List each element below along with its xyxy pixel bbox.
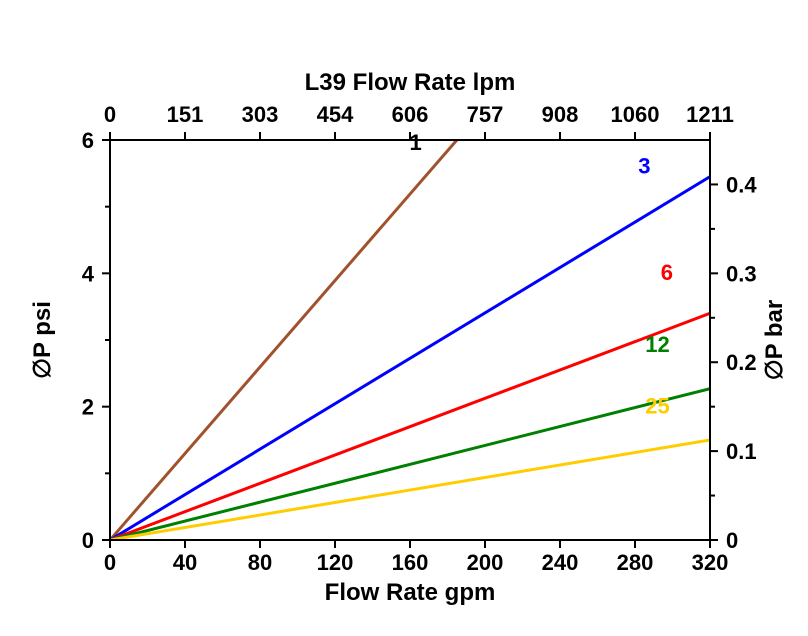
y-right-tick-label: 0.4 [726, 172, 757, 197]
x-top-tick-label: 0 [104, 102, 116, 127]
x-bottom-tick-label: 320 [692, 550, 729, 575]
series-label-1: 1 [410, 130, 422, 155]
series-label-25: 25 [645, 393, 669, 418]
x-top-tick-label: 1211 [686, 102, 734, 127]
x-top-tick-label: 757 [467, 102, 504, 127]
x-top-tick-label: 908 [542, 102, 579, 127]
x-top-tick-label: 606 [392, 102, 429, 127]
chart-container: 04080120160200240280320Flow Rate gpm0151… [0, 0, 808, 636]
x-bottom-tick-label: 80 [248, 550, 272, 575]
y-left-tick-label: 2 [82, 395, 94, 420]
x-bottom-tick-label: 200 [467, 550, 504, 575]
y-right-tick-label: 0.1 [726, 439, 757, 464]
x-bottom-tick-label: 240 [542, 550, 579, 575]
x-top-tick-label: 454 [317, 102, 354, 127]
y-left-tick-label: 6 [82, 128, 94, 153]
x-bottom-tick-label: 160 [392, 550, 429, 575]
x-bottom-tick-label: 0 [104, 550, 116, 575]
y-left-tick-label: 4 [82, 261, 95, 286]
y-right-tick-label: 0.2 [726, 350, 757, 375]
x-bottom-axis-label: Flow Rate gpm [325, 579, 496, 606]
y-right-tick-label: 0.3 [726, 261, 757, 286]
x-bottom-tick-label: 280 [617, 550, 654, 575]
y-left-axis-label: ∅P psi [29, 301, 56, 379]
x-bottom-tick-label: 120 [317, 550, 354, 575]
chart-top-title: L39 Flow Rate lpm [305, 69, 516, 96]
y-left-tick-label: 0 [82, 528, 94, 553]
y-right-axis-label: ∅P bar [761, 300, 788, 381]
y-right-tick-label: 0 [726, 528, 738, 553]
series-label-6: 6 [661, 260, 673, 285]
x-bottom-tick-label: 40 [173, 550, 197, 575]
x-top-tick-label: 151 [167, 102, 204, 127]
x-top-tick-label: 1060 [611, 102, 660, 127]
series-label-12: 12 [645, 332, 669, 357]
series-label-3: 3 [638, 153, 650, 178]
pressure-flow-chart: 04080120160200240280320Flow Rate gpm0151… [0, 0, 808, 636]
x-top-tick-label: 303 [242, 102, 279, 127]
